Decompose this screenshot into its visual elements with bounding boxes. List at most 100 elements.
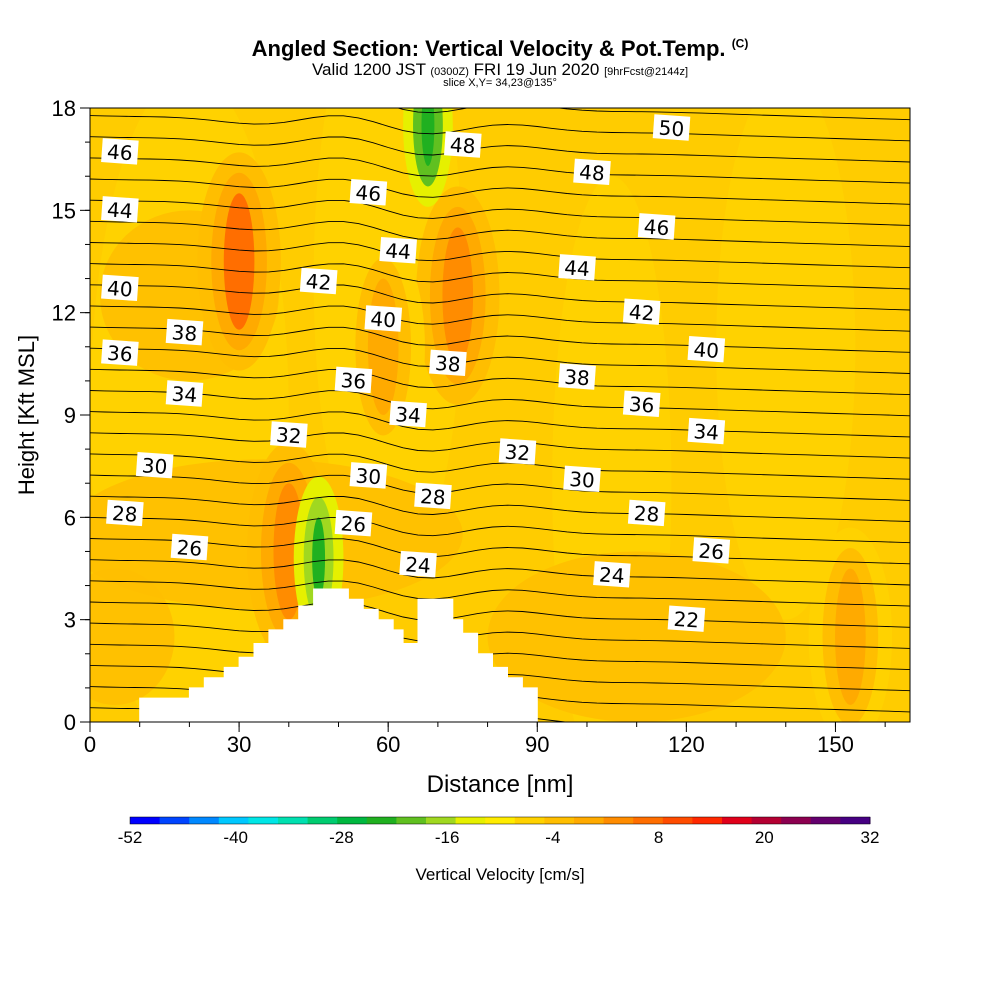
colorbar-swatch bbox=[396, 817, 427, 824]
isentrope-label: 42 bbox=[622, 298, 661, 326]
isentrope-label-text: 28 bbox=[633, 501, 660, 527]
valid-date: FRI 19 Jun 2020 bbox=[473, 60, 600, 79]
isentrope-label-text: 34 bbox=[693, 419, 720, 445]
isentrope-label-bg bbox=[270, 421, 308, 448]
colorbar-swatch bbox=[781, 817, 812, 824]
isentrope-label-bg bbox=[558, 254, 596, 281]
colorbar-frame bbox=[129, 816, 871, 825]
isentrope-label: 40 bbox=[687, 335, 726, 363]
isentrope-line bbox=[90, 326, 910, 353]
isentrope-label: 50 bbox=[652, 114, 691, 141]
velocity-band bbox=[716, 108, 856, 620]
isentrope-label-text: 38 bbox=[171, 320, 198, 346]
isentrope-label-text: 44 bbox=[106, 197, 133, 223]
isentrope-label-bg bbox=[101, 196, 139, 223]
colorbar-tick-label: -4 bbox=[545, 828, 560, 847]
colorbar-swatch bbox=[662, 817, 693, 824]
y-tick-label: 0 bbox=[64, 710, 76, 735]
colorbar-swatch bbox=[307, 817, 338, 824]
isentrope-label-text: 46 bbox=[643, 215, 670, 241]
isentrope-label-bg bbox=[101, 138, 139, 165]
isentrope-label-bg bbox=[379, 237, 417, 264]
isentrope-label-bg bbox=[170, 533, 209, 561]
isentrope-label-text: 40 bbox=[106, 276, 133, 302]
isentrope-label-bg bbox=[334, 509, 373, 537]
isentrope-label: 38 bbox=[429, 349, 467, 377]
isentrope-label: 40 bbox=[101, 274, 139, 302]
isentrope-label-text: 30 bbox=[568, 467, 595, 493]
colorbar-swatch bbox=[366, 817, 397, 824]
isentrope-line bbox=[90, 136, 910, 163]
colorbar-tick-label: 20 bbox=[755, 828, 774, 847]
isentrope-label-text: 40 bbox=[370, 307, 397, 333]
y-axis: 0 3 6 9 12 15 18 bbox=[52, 96, 90, 735]
isentrope-label: 24 bbox=[593, 561, 631, 588]
colorbar-tick-label: -16 bbox=[435, 828, 460, 847]
chart-title: Angled Section: Vertical Velocity & Pot.… bbox=[0, 36, 1000, 62]
isentrope-label-text: 36 bbox=[628, 392, 655, 418]
isentrope-label: 46 bbox=[101, 138, 139, 165]
isentrope-line bbox=[90, 453, 910, 480]
isentrope-label: 48 bbox=[573, 158, 611, 186]
isentrope-label-text: 44 bbox=[563, 255, 590, 281]
colorbar-tick-label: -40 bbox=[223, 828, 248, 847]
x-axis: 0 30 60 90 120 150 bbox=[84, 722, 886, 757]
isentrope-label-bg bbox=[349, 462, 388, 489]
isentrope-label: 34 bbox=[389, 400, 427, 428]
y-tick-label: 6 bbox=[64, 505, 76, 530]
isentrope-label-bg bbox=[389, 400, 427, 428]
isentrope-label: 44 bbox=[558, 254, 596, 281]
isentrope-line bbox=[90, 157, 910, 184]
y-axis-label: Height [Kft MSL] bbox=[14, 335, 39, 495]
colorbar-swatch bbox=[633, 817, 664, 824]
isentrope-label-text: 42 bbox=[628, 300, 655, 326]
isentrope-label: 40 bbox=[364, 305, 403, 333]
chart-subtitle: Valid 1200 JST (0300Z) FRI 19 Jun 2020 [… bbox=[0, 60, 1000, 80]
isentrope-label-bg bbox=[364, 305, 403, 332]
isentrope-line bbox=[90, 390, 910, 417]
isentrope-line bbox=[90, 347, 910, 374]
isentrope-label-bg bbox=[399, 550, 437, 578]
isentrope-label: 32 bbox=[270, 421, 308, 448]
colorbar-swatch bbox=[278, 817, 309, 824]
isentrope-label-text: 34 bbox=[395, 402, 422, 428]
colorbar-swatch bbox=[248, 817, 279, 824]
isentrope-label: 34 bbox=[687, 417, 726, 445]
isentrope-label-bg bbox=[687, 335, 726, 363]
isentrope-line bbox=[90, 284, 910, 311]
isentrope-label: 36 bbox=[334, 366, 373, 394]
isentrope-label-text: 36 bbox=[106, 341, 133, 367]
isentrope-line bbox=[90, 538, 910, 565]
isentrope-line bbox=[90, 411, 910, 438]
colorbar-swatch bbox=[426, 817, 457, 824]
isentrope-label: 26 bbox=[692, 537, 731, 564]
isentrope-label-text: 28 bbox=[419, 484, 446, 510]
isentrope-line bbox=[90, 199, 910, 226]
isentrope-label-text: 38 bbox=[563, 365, 590, 391]
isentrope-label-text: 30 bbox=[141, 453, 168, 479]
colorbar: -52 -40 -28 -16 -4 8 20 32 bbox=[118, 816, 879, 847]
isentrope-label-bg bbox=[652, 114, 691, 141]
isentrope-label-text: 30 bbox=[355, 464, 382, 490]
isentrope-label-bg bbox=[627, 499, 666, 527]
colorbar-swatch bbox=[159, 817, 190, 824]
colorbar-swatch bbox=[514, 817, 545, 824]
x-tick-label: 0 bbox=[84, 732, 96, 757]
isentrope-label-text: 42 bbox=[305, 269, 332, 295]
isentrope-label-bg bbox=[165, 318, 204, 346]
isentrope-line bbox=[90, 368, 910, 396]
isentrope-line bbox=[90, 242, 910, 269]
isentrope-label-text: 48 bbox=[449, 133, 476, 159]
isentrope-label-bg bbox=[692, 537, 731, 564]
isentrope-label-text: 24 bbox=[404, 552, 431, 578]
isentrope-label: 38 bbox=[558, 363, 596, 390]
colorbar-swatch bbox=[751, 817, 782, 824]
isentrope-label-text: 40 bbox=[693, 337, 720, 363]
velocity-band bbox=[90, 568, 175, 705]
isentrope-label: 28 bbox=[106, 499, 144, 527]
colorbar-swatch bbox=[485, 817, 516, 824]
colorbar-swatch bbox=[130, 817, 161, 824]
colorbar-swatch bbox=[810, 817, 841, 824]
isentrope-label-text: 38 bbox=[434, 351, 461, 377]
